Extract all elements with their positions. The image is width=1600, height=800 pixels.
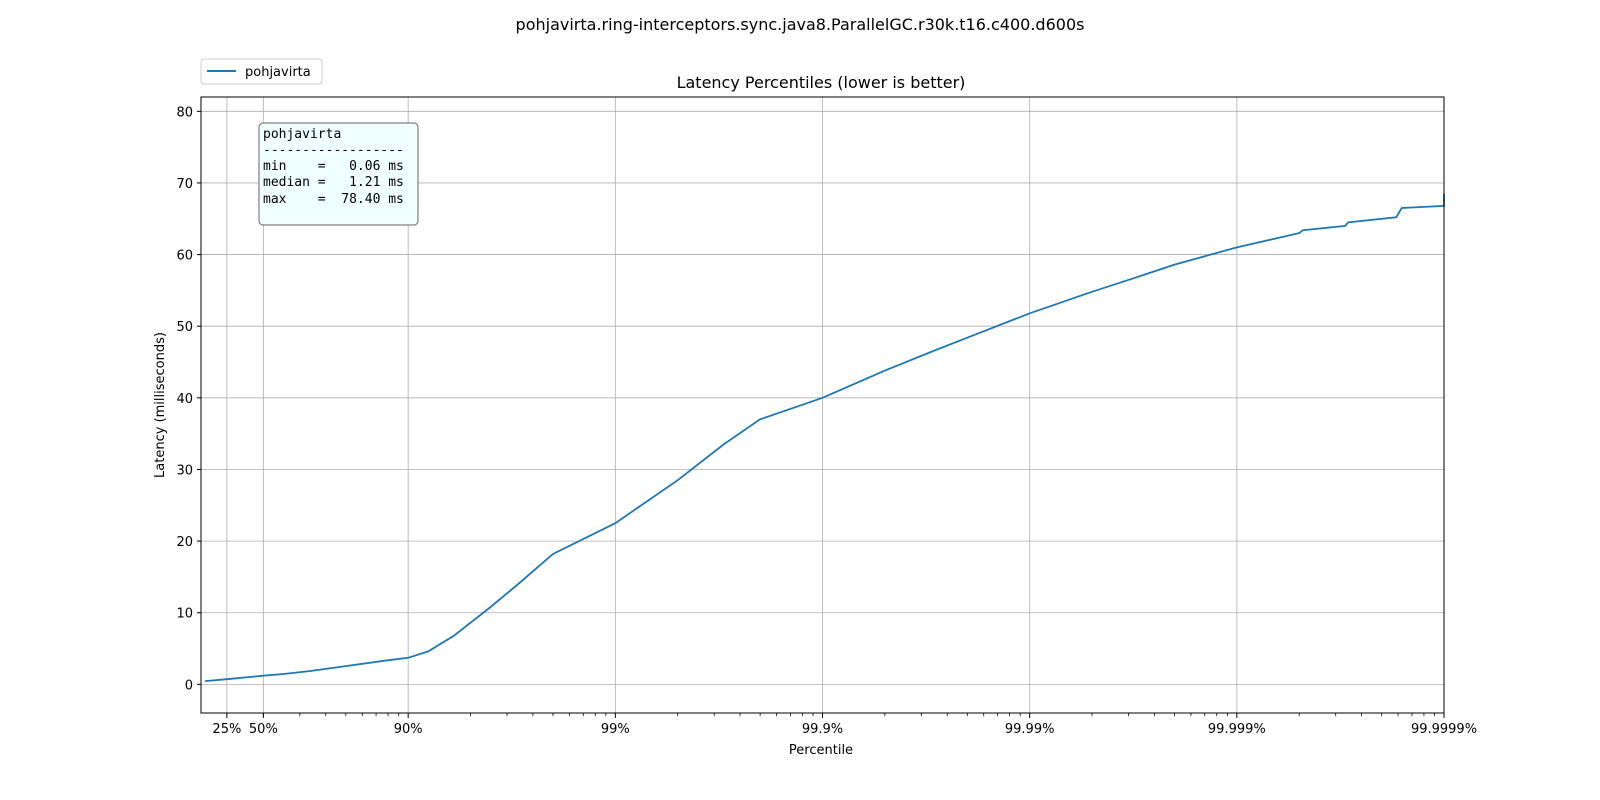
- y-tick-label: 80: [176, 105, 193, 120]
- stats-line-median: median = 1.21 ms: [263, 175, 404, 190]
- y-tick-label: 70: [176, 177, 193, 192]
- x-axis-label: Percentile: [789, 743, 853, 758]
- stats-box-frame: [258, 122, 419, 226]
- x-tick-label: 99.9%: [802, 722, 843, 737]
- x-tick-label: 90%: [394, 722, 423, 737]
- legend-label: pohjavirta: [245, 65, 311, 80]
- x-tick-label: 50%: [249, 722, 278, 737]
- y-tick-label: 0: [185, 678, 193, 693]
- x-axis-ticks: 25% 50% 90% 99% 99.9% 99.99% 99.999% 99.9999%: [212, 713, 1477, 737]
- y-tick-label: 20: [176, 535, 193, 550]
- stats-box: pohjavirta ------------------ min = 0.06…: [258, 122, 419, 226]
- stats-line-separator: ------------------: [263, 143, 404, 158]
- y-axis-ticks: 0 10 20 30 40 50 60 70 80: [176, 105, 201, 693]
- figure-title: pohjavirta.ring-interceptors.sync.java8.…: [516, 15, 1085, 34]
- x-tick-label: 99.999%: [1208, 722, 1266, 737]
- y-tick-label: 10: [176, 607, 193, 622]
- y-axis-label: Latency (milliseconds): [153, 332, 168, 478]
- y-tick-label: 50: [176, 320, 193, 335]
- stats-line-min: min = 0.06 ms: [263, 159, 404, 174]
- x-tick-label: 99.9999%: [1411, 722, 1477, 737]
- legend-frame: [200, 58, 323, 85]
- y-tick-label: 40: [176, 392, 193, 407]
- plot-frame: [200, 96, 1445, 714]
- stats-line-name: pohjavirta: [263, 127, 341, 142]
- stats-line-max: max = 78.40 ms: [263, 192, 404, 207]
- x-tick-label: 99%: [601, 722, 630, 737]
- y-tick-label: 60: [176, 249, 193, 264]
- x-tick-label: 25%: [212, 722, 241, 737]
- y-tick-label: 30: [176, 463, 193, 478]
- legend: pohjavirta: [200, 58, 323, 85]
- x-tick-label: 99.99%: [1005, 722, 1055, 737]
- series-line-pohjavirta: [205, 193, 1445, 682]
- chart-title: Latency Percentiles (lower is better): [677, 73, 966, 92]
